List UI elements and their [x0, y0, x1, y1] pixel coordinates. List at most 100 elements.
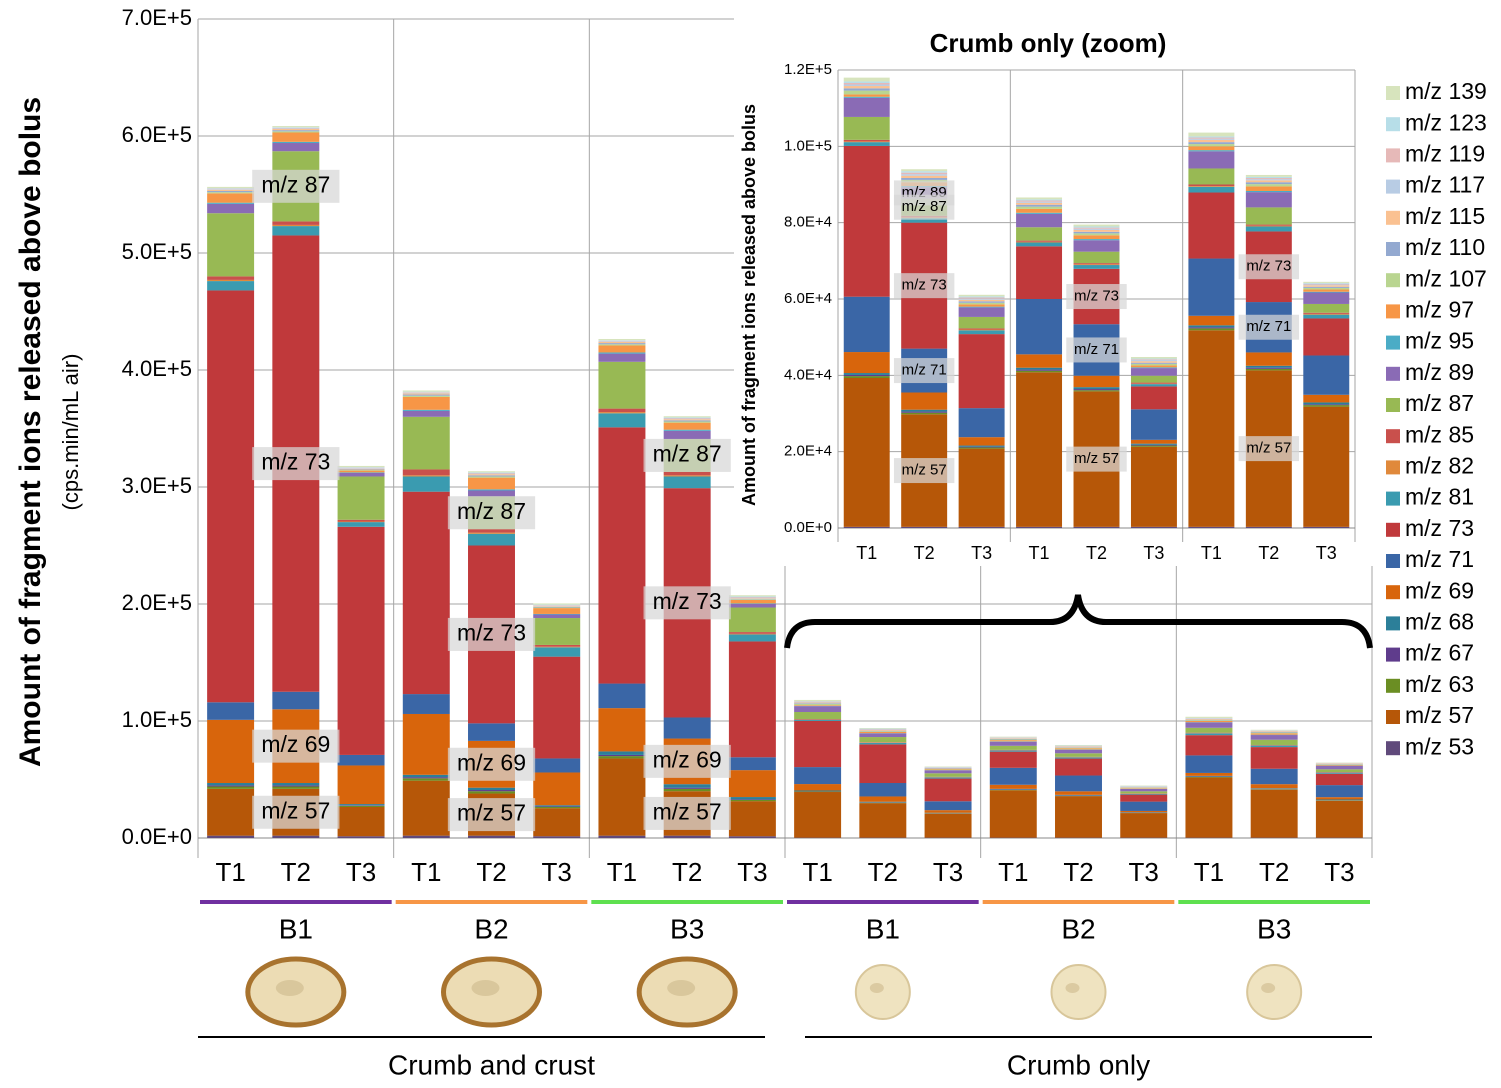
- annotation: m/z 73: [261, 449, 330, 475]
- bar-segment: [533, 607, 581, 609]
- y-tick-label: 4.0E+5: [122, 356, 192, 381]
- bar-segment: [958, 328, 1005, 330]
- bar-segment: [1185, 755, 1233, 773]
- bar-segment: [1185, 721, 1233, 723]
- bar-segment: [728, 836, 776, 838]
- bar-segment: [1016, 367, 1063, 370]
- bar-segment: [207, 702, 255, 720]
- bar-segment: [1315, 800, 1363, 838]
- x-tick-label: T2: [1258, 543, 1279, 563]
- legend-label: m/z 69: [1405, 577, 1474, 603]
- bar-segment: [337, 469, 385, 471]
- legend-label: m/z 115: [1405, 203, 1485, 229]
- bar-segment: [272, 141, 320, 144]
- bar-segment: [1245, 179, 1292, 181]
- legend-label: m/z 117: [1405, 172, 1485, 198]
- bar-segment: [1303, 526, 1350, 528]
- x-tick-label: T2: [281, 857, 311, 887]
- x-tick-label: T3: [542, 857, 572, 887]
- bar-segment: [1055, 746, 1102, 748]
- bar-segment: [468, 529, 515, 533]
- bar-segment: [1250, 735, 1298, 740]
- bar-segment: [533, 808, 581, 837]
- bar-segment: [728, 633, 776, 635]
- bar-segment: [533, 614, 581, 619]
- bar-segment: [1245, 367, 1292, 369]
- bar-segment: [1120, 794, 1168, 802]
- bar-segment: [1073, 265, 1120, 269]
- bar-segment: [1188, 146, 1235, 151]
- bar-segment: [1016, 201, 1063, 203]
- bar-segment: [843, 77, 890, 82]
- bar-segment: [533, 604, 581, 606]
- bar-segment: [337, 805, 385, 807]
- bar-segment: [337, 467, 385, 469]
- y-tick-label: 7.0E+5: [122, 5, 192, 30]
- bar-segment: [1250, 731, 1298, 732]
- bar-segment: [1016, 370, 1063, 373]
- bar-segment: [901, 526, 948, 528]
- bar-segment: [533, 772, 581, 806]
- bar-segment: [1120, 788, 1168, 792]
- bar-segment: [1303, 404, 1350, 406]
- bar-segment: [1016, 202, 1063, 205]
- legend-swatch: [1386, 86, 1400, 100]
- legend-label: m/z 97: [1405, 296, 1474, 322]
- bar-segment: [794, 790, 842, 792]
- bar-segment: [901, 175, 948, 179]
- bar-segment: [843, 141, 890, 143]
- bar-segment: [958, 446, 1005, 448]
- bar-segment: [663, 422, 711, 430]
- section-label: Crumb and crust: [388, 1049, 595, 1080]
- annotation: m/z 87: [902, 198, 947, 215]
- bar-segment: [1250, 768, 1298, 785]
- annotation: m/z 71: [902, 362, 947, 379]
- bar-segment: [1120, 791, 1168, 794]
- bar-segment: [402, 416, 450, 470]
- bar-segment: [924, 778, 972, 802]
- bar-segment: [1303, 313, 1350, 315]
- annotation: m/z 57: [653, 799, 722, 825]
- bar-segment: [843, 374, 890, 377]
- legend-label: m/z 107: [1405, 265, 1487, 291]
- bar-segment: [728, 632, 776, 634]
- bar-segment: [663, 418, 711, 420]
- annotation-box: [1066, 446, 1127, 472]
- bar-segment: [337, 476, 385, 520]
- bar-segment: [1016, 199, 1063, 201]
- bread-icon: [1246, 964, 1303, 1020]
- bread-texture: [869, 983, 884, 993]
- bar-segment: [337, 836, 385, 838]
- bar-segment: [958, 437, 1005, 446]
- bar-segment: [901, 174, 948, 176]
- bar-segment: [1188, 192, 1235, 259]
- bar-segment: [1188, 142, 1235, 145]
- bar-segment: [958, 448, 1005, 527]
- bar-segment: [337, 805, 385, 806]
- bar-segment: [598, 338, 646, 341]
- bar-segment: [468, 790, 515, 792]
- bar-segment: [663, 471, 711, 476]
- bar-segment: [468, 473, 515, 475]
- y-tick-label: 2.0E+5: [122, 590, 192, 615]
- bar-segment: [901, 412, 948, 415]
- bar-segment: [207, 186, 255, 189]
- bar-segment: [1016, 299, 1063, 355]
- bar-segment: [272, 226, 320, 236]
- bar-segment: [468, 475, 515, 477]
- bar-segment: [402, 410, 450, 417]
- bar-segment: [1073, 226, 1120, 228]
- bar-segment: [337, 754, 385, 766]
- bar-segment: [1130, 362, 1177, 364]
- bar-segment: [924, 777, 972, 779]
- legend-swatch: [1386, 210, 1400, 225]
- legend-label: m/z 81: [1405, 484, 1474, 510]
- y-tick-label: 0.0E+0: [122, 824, 192, 849]
- bar-segment: [794, 706, 842, 712]
- x-tick-label: T2: [1063, 857, 1093, 887]
- bar-segment: [272, 143, 320, 152]
- bar-segment: [989, 751, 1037, 768]
- bar-segment: [1016, 197, 1063, 200]
- y-tick-label: 6.0E+4: [784, 290, 832, 307]
- bar-segment: [1245, 526, 1292, 528]
